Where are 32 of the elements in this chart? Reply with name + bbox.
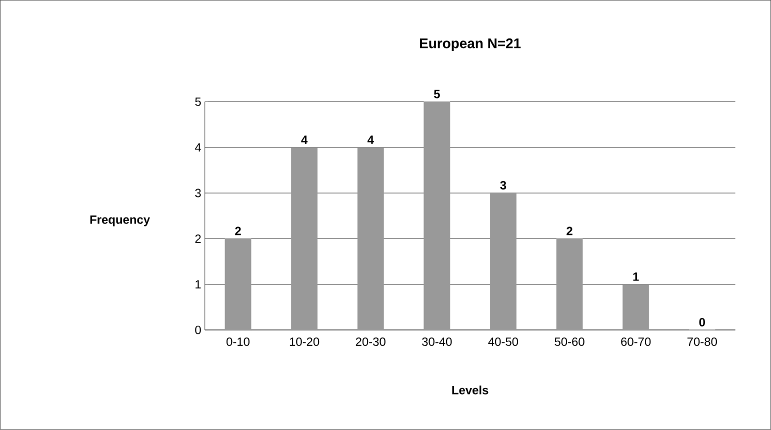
data-label: 4 xyxy=(367,136,374,144)
bar xyxy=(556,238,583,330)
data-label: 1 xyxy=(633,272,639,281)
x-axis-title: Levels xyxy=(452,386,488,395)
y-tick-label: 2 xyxy=(195,234,201,243)
y-tick-label: 3 xyxy=(195,188,201,198)
data-label: 2 xyxy=(235,226,241,236)
y-tick-label: 4 xyxy=(194,143,201,152)
data-label: 0 xyxy=(699,318,705,327)
y-tick-label: 0 xyxy=(195,326,201,334)
x-tick-label: 30-40 xyxy=(422,338,452,346)
x-tick-label: 10-20 xyxy=(290,338,320,346)
bar xyxy=(424,102,450,330)
bar xyxy=(357,147,384,330)
bar xyxy=(224,238,252,330)
data-label: 5 xyxy=(434,90,440,98)
data-label: 4 xyxy=(301,136,308,144)
x-tick-label: 70-80 xyxy=(687,338,717,346)
y-tick-label: 1 xyxy=(196,280,201,289)
bar xyxy=(291,147,318,330)
x-tick-label: 20-30 xyxy=(356,338,386,346)
x-tick-label: 40-50 xyxy=(488,338,518,346)
y-tick-label: 5 xyxy=(195,98,201,106)
bar xyxy=(622,284,650,330)
x-tick-label: 0-10 xyxy=(226,338,250,346)
y-axis-title: Frequency xyxy=(90,216,150,226)
data-label: 3 xyxy=(500,181,506,190)
data-label: 2 xyxy=(566,226,572,236)
x-tick-label: 60-70 xyxy=(621,338,651,346)
chart-title: European N=21 xyxy=(420,38,521,52)
x-tick-label: 50-60 xyxy=(554,338,584,346)
bar xyxy=(490,192,516,330)
